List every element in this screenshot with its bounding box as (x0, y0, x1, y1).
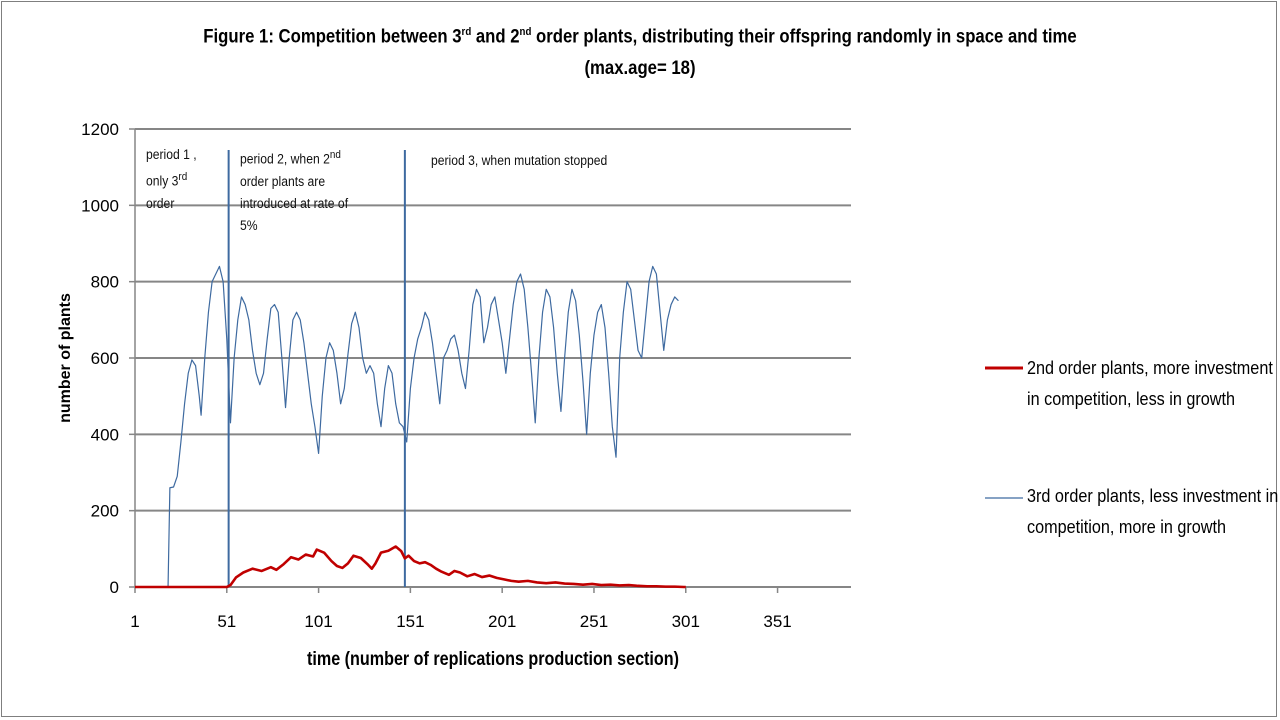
y-axis-label: number of plants (57, 293, 74, 423)
x-tick-label: 51 (217, 612, 236, 631)
x-tick-label: 201 (488, 612, 516, 631)
series-lines (135, 265, 686, 589)
x-tick-label: 301 (672, 612, 700, 631)
series-line-3rd-order (135, 265, 679, 588)
annotation-period-3: period 3, when mutation stopped (431, 153, 608, 168)
gridlines (135, 128, 851, 512)
y-tick-label: 0 (110, 578, 119, 597)
series-line-2nd-order (135, 545, 686, 589)
y-tick-label: 1000 (81, 196, 119, 215)
legend-label-3rd-order: 3rd order plants, less investment in com… (1027, 486, 1279, 537)
legend-swatch-3rd-order (985, 497, 1023, 499)
y-tick-label: 600 (91, 349, 119, 368)
x-tick-label: 101 (304, 612, 332, 631)
y-tick-label: 800 (91, 273, 119, 292)
x-tick-label: 251 (580, 612, 608, 631)
x-tick-label: 151 (396, 612, 424, 631)
chart-title: Figure 1: Competition between 3rd and 2n… (203, 26, 1077, 48)
y-tick-label: 200 (91, 502, 119, 521)
x-tick-label: 351 (763, 612, 791, 631)
annotation-period-2: period 2, when 2nd order plants are intr… (240, 149, 349, 233)
y-tick-label: 1200 (81, 120, 119, 139)
annotation-period-1: period 1 , only 3rd order (146, 147, 197, 211)
legend-label-2nd-order: 2nd order plants, more investment in com… (1027, 358, 1273, 409)
legend-swatch-2nd-order (985, 366, 1023, 370)
y-tick-label: 400 (91, 425, 119, 444)
x-axis-label: time (number of replications production … (307, 649, 679, 670)
x-tick-label: 1 (130, 612, 139, 631)
chart-subtitle: (max.age= 18) (584, 58, 696, 79)
